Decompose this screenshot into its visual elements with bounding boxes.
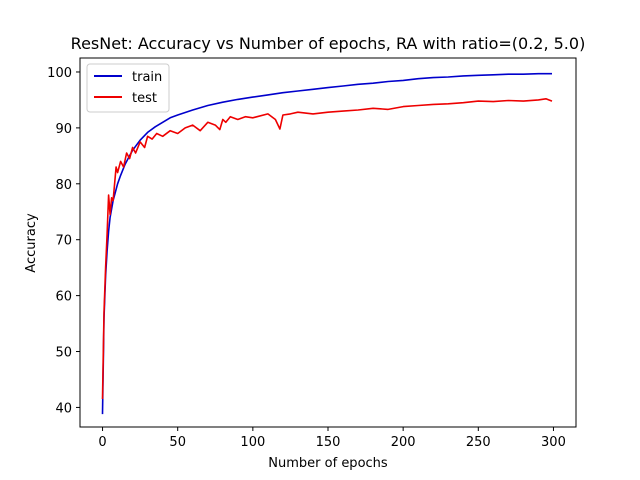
y-tick-label: 40 [55,401,72,416]
x-tick-label: 300 [541,435,566,450]
y-axis: 40 50 60 70 80 90 100 [47,66,80,416]
legend: train test [86,63,170,113]
y-tick-label: 100 [47,66,72,81]
legend-label-test: test [132,91,157,106]
y-tick-label: 80 [55,178,72,193]
y-tick-label: 60 [55,290,72,305]
y-tick-label: 50 [55,346,72,361]
series-line-test [101,98,553,400]
plot-area [79,57,577,428]
y-tick-label: 90 [55,122,72,137]
x-tick-label: 50 [169,435,186,450]
y-tick-label: 70 [55,234,72,249]
legend-label-train: train [132,70,162,85]
x-tick-label: 0 [98,435,106,450]
x-axis-label: Number of epochs [268,456,388,471]
x-tick-label: 150 [316,435,341,450]
series-lines [101,72,553,415]
x-tick-label: 200 [391,435,416,450]
chart-title: ResNet: Accuracy vs Number of epochs, RA… [71,34,586,53]
x-tick-label: 100 [240,435,265,450]
y-axis-label: Accuracy [24,213,39,273]
x-axis: 0 50 100 150 200 250 300 [98,427,566,450]
x-tick-label: 250 [466,435,491,450]
